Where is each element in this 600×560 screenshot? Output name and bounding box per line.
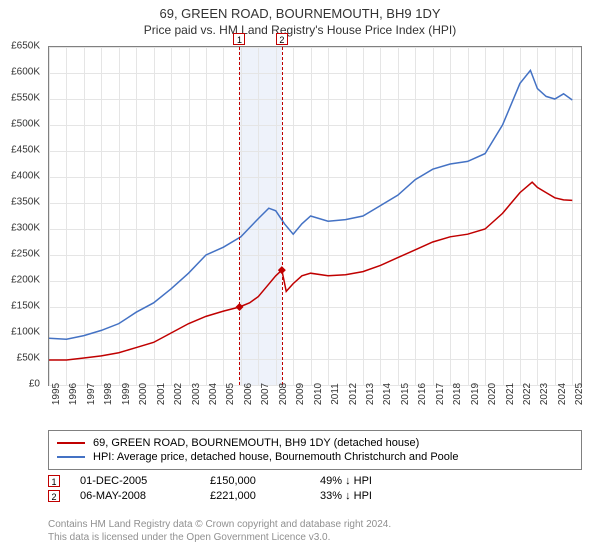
x-tick-label: 2016 <box>417 383 428 405</box>
x-tick-label: 1999 <box>121 383 132 405</box>
y-tick-label: £550K <box>11 93 40 104</box>
y-tick-label: £500K <box>11 119 40 130</box>
chart-container: 69, GREEN ROAD, BOURNEMOUTH, BH9 1DY Pri… <box>0 0 600 560</box>
sales-marker-2: 2 <box>48 490 60 502</box>
legend: 69, GREEN ROAD, BOURNEMOUTH, BH9 1DY (de… <box>48 430 582 470</box>
x-axis: 1995199619971998199920002001200220032004… <box>48 390 582 430</box>
y-tick-label: £0 <box>29 379 40 390</box>
x-tick-label: 2021 <box>505 383 516 405</box>
y-axis: £0£50K£100K£150K£200K£250K£300K£350K£400… <box>0 46 44 386</box>
sale-vline <box>282 47 283 385</box>
x-tick-label: 2012 <box>348 383 359 405</box>
x-tick-label: 2002 <box>173 383 184 405</box>
x-tick-label: 1995 <box>51 383 62 405</box>
x-tick-label: 2004 <box>208 383 219 405</box>
y-tick-label: £150K <box>11 301 40 312</box>
footer-line2: This data is licensed under the Open Gov… <box>48 531 391 544</box>
x-tick-label: 2020 <box>487 383 498 405</box>
y-tick-label: £400K <box>11 171 40 182</box>
x-tick-label: 2007 <box>260 383 271 405</box>
x-tick-label: 2000 <box>138 383 149 405</box>
legend-swatch-property <box>57 442 85 444</box>
y-tick-label: £50K <box>17 353 40 364</box>
sale-marker-box-1: 1 <box>233 33 245 45</box>
x-tick-label: 1997 <box>86 383 97 405</box>
y-tick-label: £300K <box>11 223 40 234</box>
x-tick-label: 2003 <box>191 383 202 405</box>
chart-svg <box>49 47 581 385</box>
x-tick-label: 2001 <box>156 383 167 405</box>
sale-vline <box>239 47 240 385</box>
x-tick-label: 2009 <box>295 383 306 405</box>
x-tick-label: 2013 <box>365 383 376 405</box>
sales-row: 1 01-DEC-2005£150,00049% ↓ HPI <box>48 475 582 487</box>
sales-row: 2 06-MAY-2008£221,00033% ↓ HPI <box>48 490 582 502</box>
x-tick-label: 2015 <box>400 383 411 405</box>
title-block: 69, GREEN ROAD, BOURNEMOUTH, BH9 1DY Pri… <box>0 0 600 37</box>
sales-table: 1 01-DEC-2005£150,00049% ↓ HPI 2 06-MAY-200… <box>48 472 582 505</box>
sales-price: £150,000 <box>210 475 320 487</box>
x-tick-label: 2019 <box>470 383 481 405</box>
x-tick-label: 2022 <box>522 383 533 405</box>
y-tick-label: £650K <box>11 41 40 52</box>
plot-area: 12 <box>48 46 582 386</box>
chart-subtitle: Price paid vs. HM Land Registry's House … <box>0 23 600 37</box>
x-tick-label: 2010 <box>313 383 324 405</box>
sales-marker-1: 1 <box>48 475 60 487</box>
x-tick-label: 2023 <box>539 383 550 405</box>
x-tick-label: 2018 <box>452 383 463 405</box>
legend-item-hpi: HPI: Average price, detached house, Bour… <box>57 451 573 463</box>
x-tick-label: 2011 <box>330 383 341 405</box>
sales-diff: 33% ↓ HPI <box>320 490 440 502</box>
legend-swatch-hpi <box>57 456 85 458</box>
sales-diff: 49% ↓ HPI <box>320 475 440 487</box>
series-hpi <box>49 70 572 339</box>
sales-date: 01-DEC-2005 <box>80 475 210 487</box>
y-tick-label: £600K <box>11 67 40 78</box>
footer-line1: Contains HM Land Registry data © Crown c… <box>48 518 391 531</box>
series-property <box>49 182 572 360</box>
x-tick-label: 2017 <box>435 383 446 405</box>
x-tick-label: 2025 <box>574 383 585 405</box>
y-tick-label: £450K <box>11 145 40 156</box>
y-tick-label: £350K <box>11 197 40 208</box>
x-tick-label: 2005 <box>225 383 236 405</box>
x-tick-label: 2024 <box>557 383 568 405</box>
x-tick-label: 2006 <box>243 383 254 405</box>
footer-note: Contains HM Land Registry data © Crown c… <box>48 518 391 544</box>
legend-item-property: 69, GREEN ROAD, BOURNEMOUTH, BH9 1DY (de… <box>57 437 573 449</box>
sales-price: £221,000 <box>210 490 320 502</box>
x-tick-label: 1996 <box>68 383 79 405</box>
x-tick-label: 1998 <box>103 383 114 405</box>
y-tick-label: £200K <box>11 275 40 286</box>
x-tick-label: 2014 <box>382 383 393 405</box>
legend-label-property: 69, GREEN ROAD, BOURNEMOUTH, BH9 1DY (de… <box>93 437 419 449</box>
chart-title: 69, GREEN ROAD, BOURNEMOUTH, BH9 1DY <box>0 6 600 21</box>
x-tick-label: 2008 <box>278 383 289 405</box>
y-tick-label: £100K <box>11 327 40 338</box>
legend-label-hpi: HPI: Average price, detached house, Bour… <box>93 451 458 463</box>
y-tick-label: £250K <box>11 249 40 260</box>
sales-date: 06-MAY-2008 <box>80 490 210 502</box>
sale-marker-box-2: 2 <box>276 33 288 45</box>
